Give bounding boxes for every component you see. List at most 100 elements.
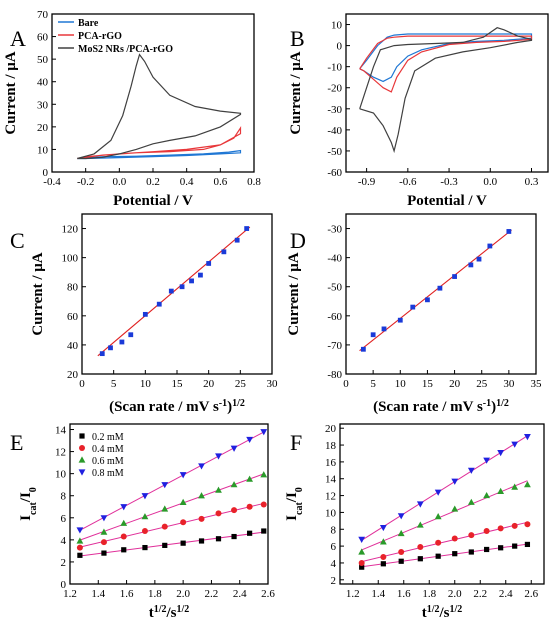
data-point-triangle-up [467,498,475,505]
panel-e: 1.2 1.4 1.6 1.8 2.0 2.2 2.4 2.6 0 2 4 6 8 10 12 14 Et1/2… [10,423,275,621]
data-point-triangle-up [161,505,169,512]
data-point-triangle-up [246,475,254,482]
data-point-circle [524,521,531,528]
plot-frame [345,213,537,375]
y-tick-label: -60 [327,167,342,179]
panel-letter: C [10,228,25,253]
data-point-circle [180,519,187,526]
data-point-circle [468,532,475,539]
panel-letter: B [290,26,305,51]
y-axis-title: Icat/I0 [18,487,39,521]
data-point-circle [198,515,205,522]
x-tick-label: 1.2 [346,588,360,600]
data-point-square [435,553,441,559]
y-tick-label: 14 [55,425,67,437]
x-tick-label: -0.2 [77,176,94,188]
legend-label: 0.8 mM [92,468,124,479]
x-tick-label: 0 [343,378,349,390]
data-point-square [476,256,482,262]
data-point-square [397,317,403,323]
y-tick-label: 60 [67,311,79,323]
data-point-square [398,558,404,564]
legend-label: PCA-rGO [78,31,122,42]
data-point-triangle-down [141,493,149,500]
y-tick-label: 8 [61,491,67,503]
data-point-circle [497,525,504,532]
data-point-square [261,528,267,534]
data-point-square [437,285,443,291]
x-axis-title: (Scan rate / mV s-1)1/2 [109,398,245,416]
data-point-triangle-down [78,469,86,476]
data-point-triangle-up [215,486,222,493]
y-tick-label: -50 [327,282,342,294]
data-point-triangle-up [100,528,108,535]
y-axis-title: Current / μA [286,252,302,335]
data-point-triangle-down [179,472,187,479]
data-point-circle [358,559,365,566]
data-point-triangle-up [260,471,268,478]
data-point-square [206,261,212,266]
x-tick-label: 0.6 [213,176,227,188]
data-point-triangle-up [397,529,405,537]
data-point-triangle-up [379,538,387,545]
data-point-square [79,433,85,439]
plot-frame [339,423,545,585]
y-tick-label: 0 [337,41,343,53]
data-point-triangle-down [120,504,128,511]
data-point-triangle-up [451,505,459,512]
y-tick-label: 0 [61,579,67,591]
x-tick-label: 1.4 [371,588,385,600]
x-tick-label: 15 [172,378,184,390]
data-point-square [234,237,240,243]
data-point-triangle-up [179,498,187,505]
data-point-square [156,301,162,307]
x-tick-label: 2.2 [473,588,487,600]
data-point-square [468,262,474,268]
data-point-square [360,346,366,352]
data-point-square [484,546,490,553]
data-point-triangle-down [483,457,491,464]
panel-f: 1.2 1.4 1.6 1.8 2.0 2.2 2.4 2.6 2 4 6 8 10 12 14 16 18 20… [284,423,545,621]
panel-letter: A [10,26,26,51]
cv-curve-bare [77,149,242,160]
y-tick-label: 8 [331,524,337,536]
x-tick-label: 0.3 [525,176,539,188]
data-point-circle [483,527,490,534]
x-tick-label: 10 [395,378,407,390]
panel-a: -0.4 -0.2 0.0 0.2 0.4 0.6 0.8 0 10 20 30 40 50 60 70 A P… [3,9,261,209]
y-tick-label: 12 [55,447,66,459]
x-tick-label: 10 [140,378,152,390]
panel-c: 0 5 10 15 20 25 30 20 40 60 80 100 120 C (Scan rate / … [10,213,278,416]
legend-label: Bare [78,18,99,29]
x-tick-label: 15 [422,378,434,390]
data-point-square [215,536,222,542]
x-tick-label: 25 [476,378,488,390]
data-point-circle [141,528,148,535]
y-tick-label: -40 [327,253,342,265]
x-tick-label: 35 [531,378,543,390]
cv-curve-pca-rgo [77,126,242,160]
y-tick-label: -20 [327,83,342,95]
x-tick-label: -0.9 [358,176,376,188]
legend-label: MoS2 NRs /PCA-rGO [78,44,173,55]
y-tick-label: 18 [325,440,337,452]
y-tick-label: 50 [37,54,49,66]
y-tick-label: 16 [325,457,337,469]
data-point-square [247,530,253,536]
panel-letter: D [290,228,306,253]
x-tick-label: 0.0 [112,176,126,188]
x-tick-label: 0.4 [180,176,194,188]
cv-curve-mos2-nrs-pca-rgo [77,53,242,160]
x-tick-label: 20 [203,378,215,390]
legend-label: 0.6 mM [92,456,124,467]
data-point-circle [260,501,267,508]
data-point-square [231,533,237,540]
data-point-triangle-up [198,492,205,499]
data-point-triangle-down [511,441,519,448]
data-point-triangle-down [161,482,169,489]
data-point-square [370,332,376,338]
y-tick-label: 80 [67,282,79,294]
x-tick-label: 25 [235,378,247,390]
x-tick-label: 5 [111,378,117,390]
fit-line [361,480,528,551]
